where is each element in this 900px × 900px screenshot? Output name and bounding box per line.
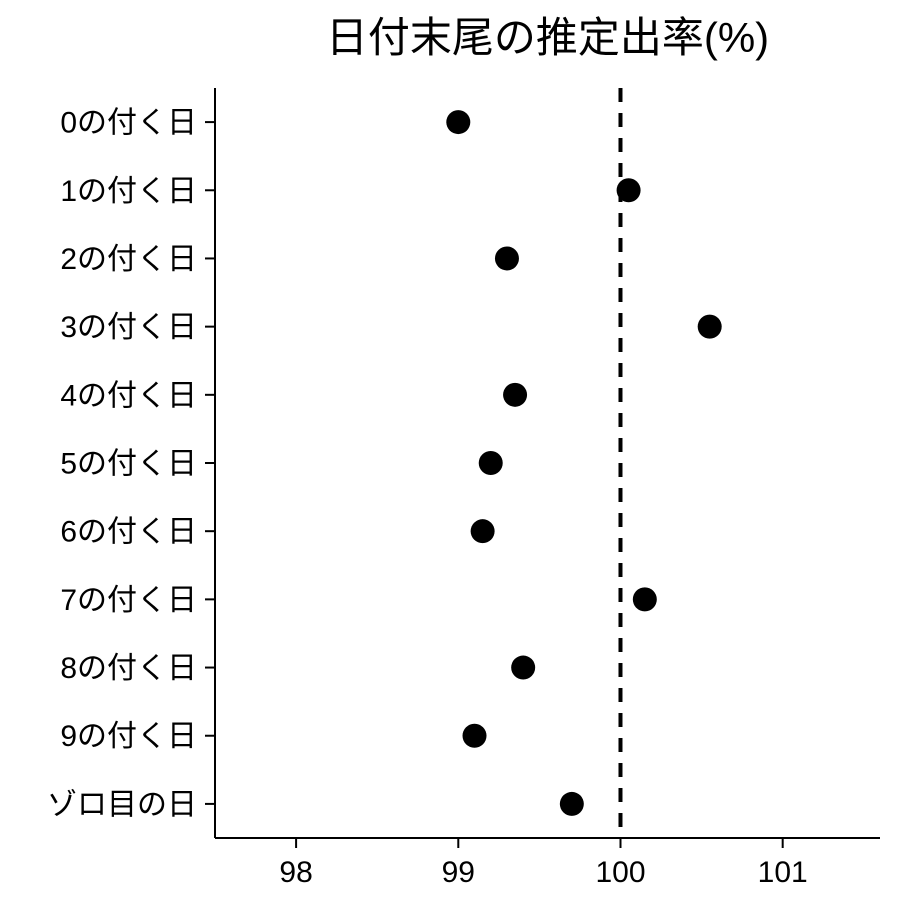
data-point xyxy=(617,178,641,202)
data-point xyxy=(503,383,527,407)
y-tick-label: 9の付く日 xyxy=(60,720,197,753)
data-point xyxy=(511,656,535,680)
x-tick-label: 101 xyxy=(758,856,808,889)
y-tick-label: 7の付く日 xyxy=(60,584,197,617)
data-point xyxy=(698,315,722,339)
x-tick-label: 99 xyxy=(442,856,475,889)
data-point xyxy=(560,792,584,816)
x-tick-label: 100 xyxy=(595,856,645,889)
data-point xyxy=(446,110,470,134)
data-point xyxy=(633,587,657,611)
y-tick-label: 3の付く日 xyxy=(60,311,197,344)
y-tick-label: 1の付く日 xyxy=(60,175,197,208)
x-tick-label: 98 xyxy=(279,856,312,889)
data-point xyxy=(471,519,495,543)
y-tick-label: ゾロ目の日 xyxy=(47,788,197,821)
y-tick-label: 2の付く日 xyxy=(60,243,197,276)
dot-plot-chart: 日付末尾の推定出率(%) 98 99 100 101 0の付く日 1の付く日 2の付く日 3の付… xyxy=(0,0,900,900)
chart-title: 日付末尾の推定出率(%) xyxy=(326,14,769,61)
data-point xyxy=(463,724,487,748)
y-tick-label: 6の付く日 xyxy=(60,516,197,549)
data-point xyxy=(495,246,519,270)
y-tick-label: 5の付く日 xyxy=(60,448,197,481)
y-tick-label: 4の付く日 xyxy=(60,379,197,412)
data-point xyxy=(479,451,503,475)
y-tick-label: 0の付く日 xyxy=(60,107,197,140)
y-tick-label: 8の付く日 xyxy=(60,652,197,685)
